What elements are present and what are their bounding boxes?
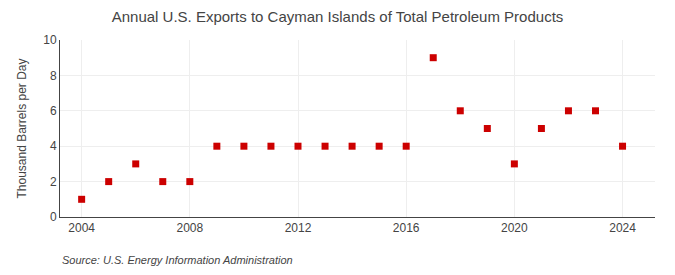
svg-text:2004: 2004 xyxy=(68,221,95,235)
svg-text:4: 4 xyxy=(50,139,57,153)
svg-text:2: 2 xyxy=(50,175,57,189)
svg-text:2016: 2016 xyxy=(393,221,420,235)
svg-text:2020: 2020 xyxy=(501,221,528,235)
svg-text:10: 10 xyxy=(43,33,57,47)
svg-text:2024: 2024 xyxy=(609,221,636,235)
svg-text:2008: 2008 xyxy=(176,221,203,235)
svg-text:Source: U.S. Energy Informatio: Source: U.S. Energy Information Administ… xyxy=(62,254,293,266)
svg-text:6: 6 xyxy=(50,104,57,118)
svg-text:Thousand Barrels per Day: Thousand Barrels per Day xyxy=(15,58,29,198)
svg-text:8: 8 xyxy=(50,69,57,83)
svg-text:0: 0 xyxy=(50,210,57,224)
svg-text:2012: 2012 xyxy=(285,221,312,235)
svg-text:Annual U.S. Exports to Cayman: Annual U.S. Exports to Cayman Islands of… xyxy=(112,8,564,25)
